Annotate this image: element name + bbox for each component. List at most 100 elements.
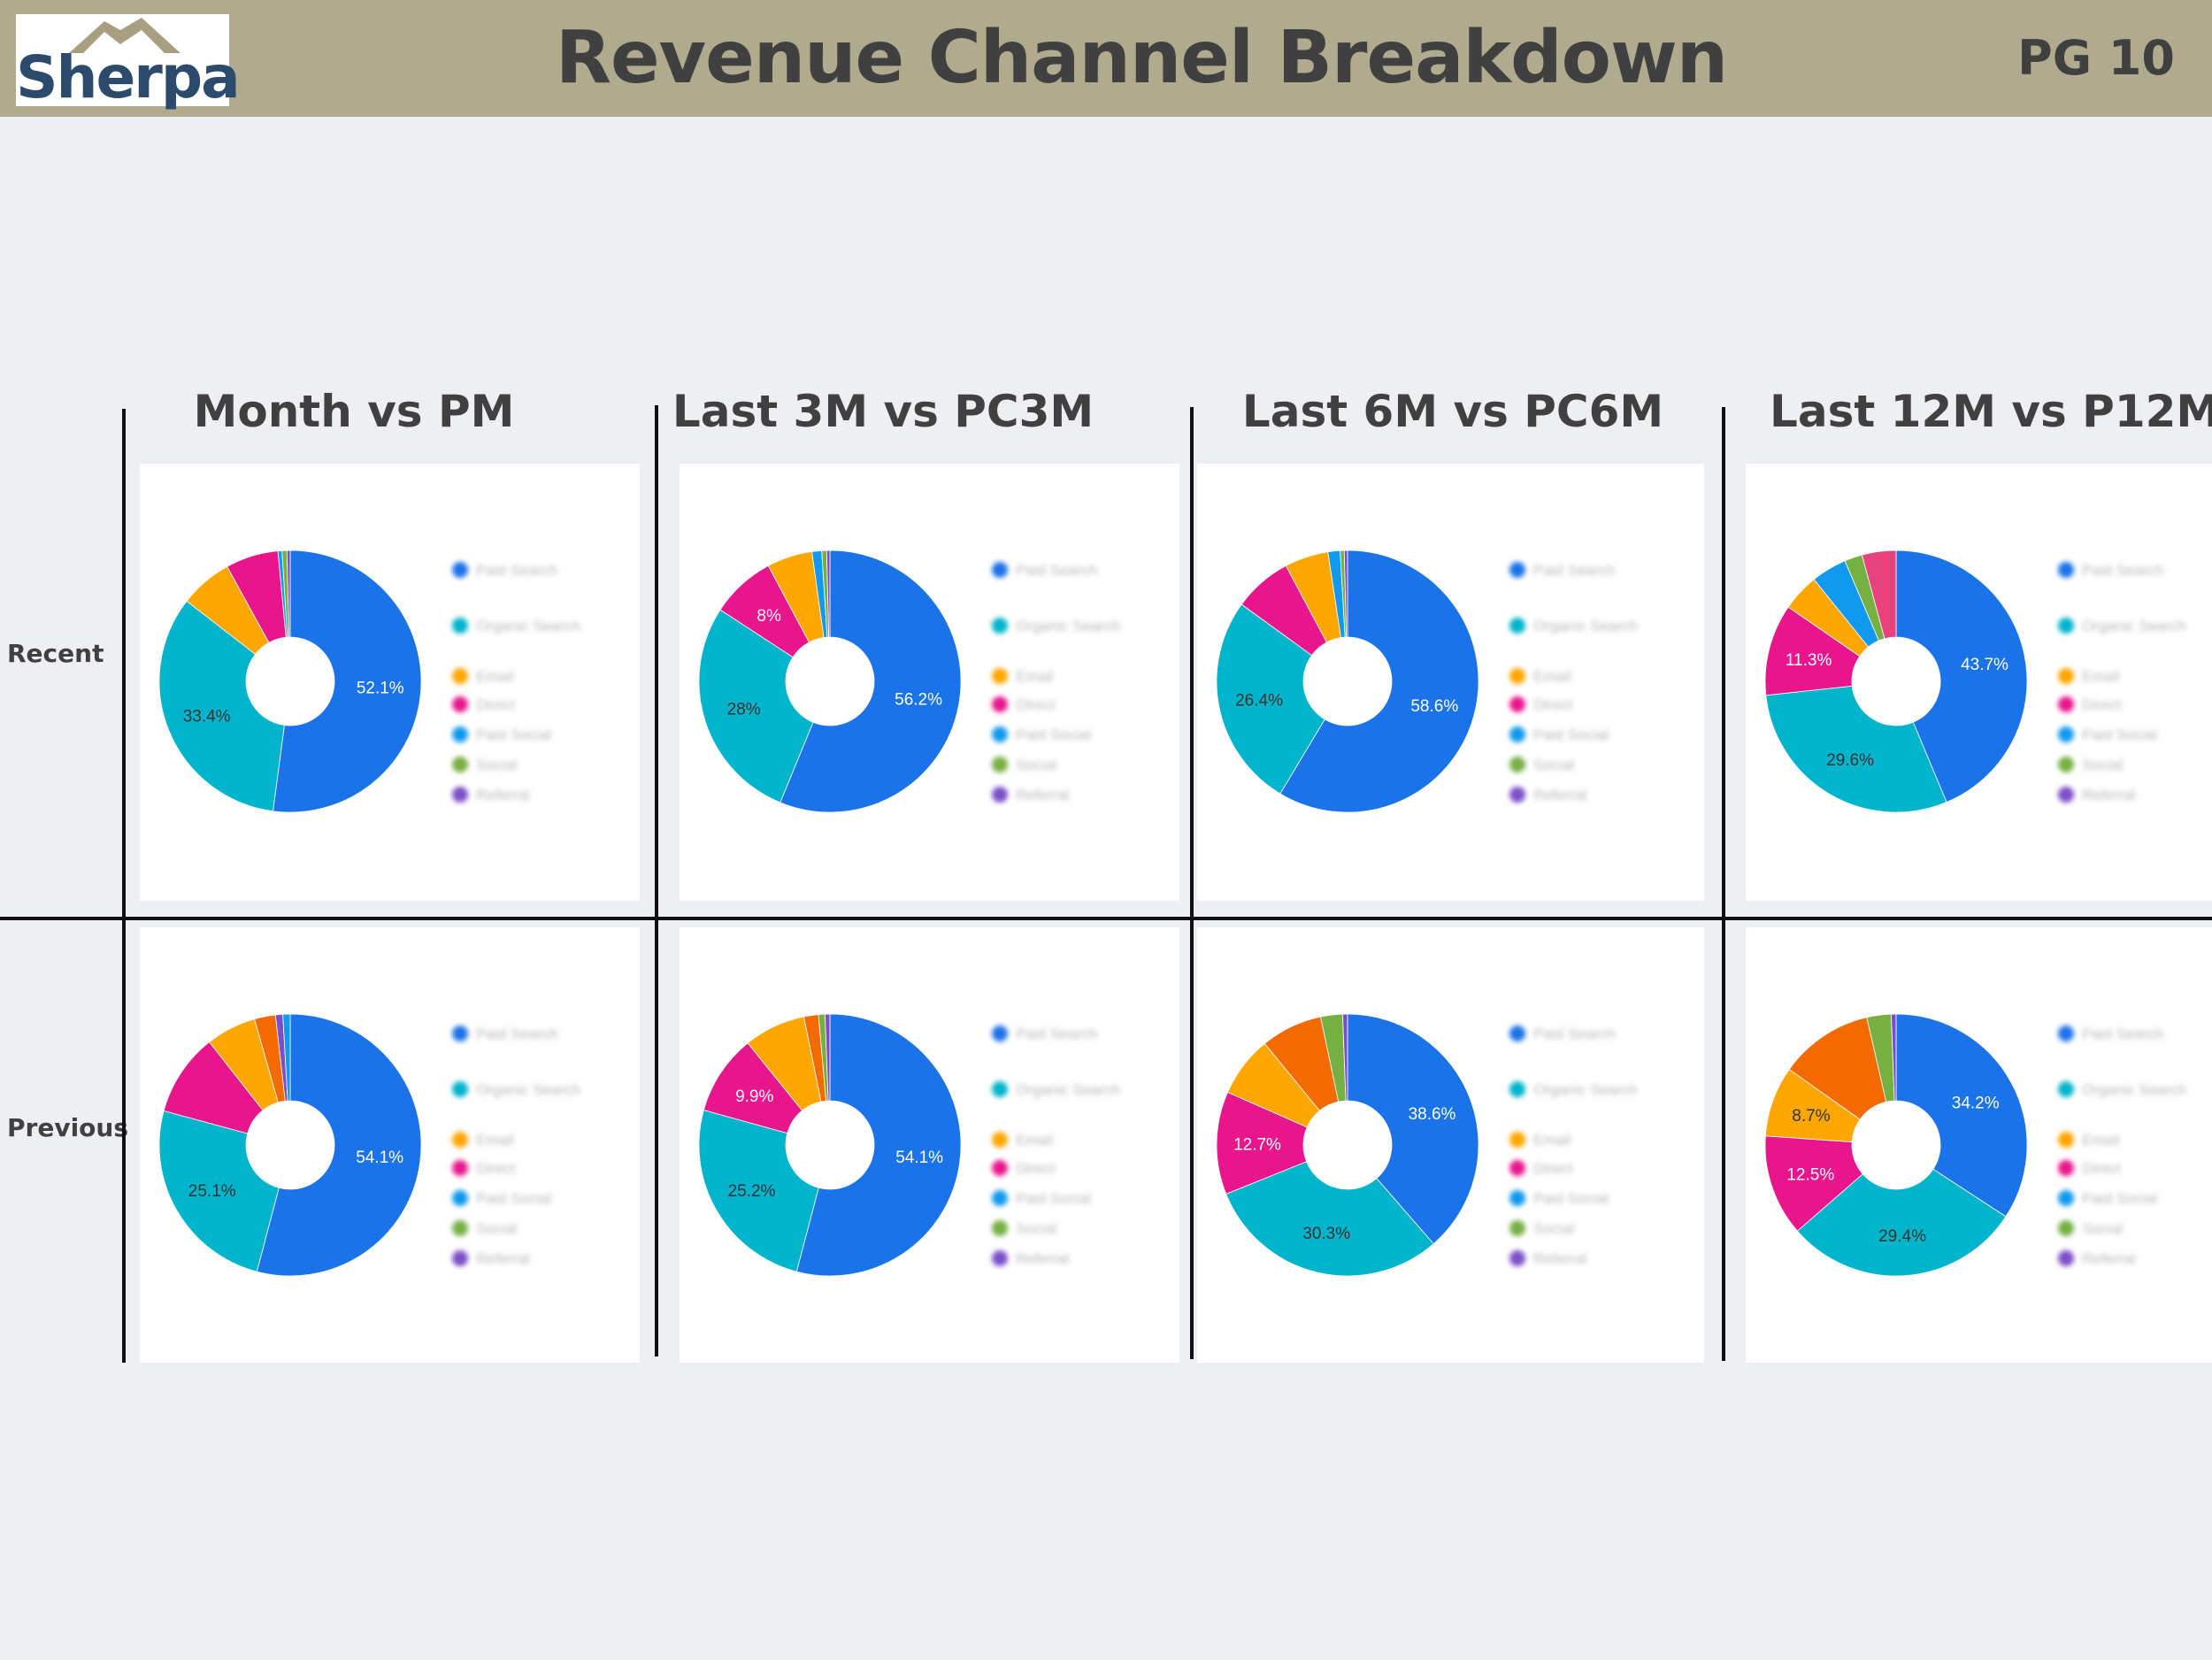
pie-slice-paid-search[interactable]: [1279, 549, 1479, 813]
pie-slice-organic-search[interactable]: [1216, 603, 1325, 795]
legend-marker: [452, 1190, 468, 1206]
pie-slice-paid-social[interactable]: [282, 1013, 291, 1102]
legend-label: Paid Social: [476, 726, 551, 743]
legend-label: Organic Search: [2082, 618, 2186, 634]
pie-slice-referral[interactable]: [826, 549, 831, 638]
chart-legend: Paid Search Organic Search Email Direct Paid…: [452, 1026, 580, 1267]
grid-divider: [655, 405, 658, 1356]
legend-label: Social: [1016, 757, 1056, 773]
grid-divider: [0, 917, 2212, 920]
legend-marker: [452, 1081, 468, 1097]
legend-label: Paid Social: [2082, 1190, 2157, 1207]
pie-slice-organic-search[interactable]: [1796, 1168, 2007, 1277]
chart-panel: 34.2% 29.4% 12.5% 8.7% Paid Search Organic Se…: [1746, 927, 2212, 1363]
legend-marker: [992, 1081, 1008, 1097]
pie-slice-paid-search[interactable]: [1347, 1013, 1479, 1245]
legend-marker: [1509, 696, 1525, 712]
legend-label: Paid Social: [1016, 726, 1091, 743]
legend-marker: [452, 696, 468, 712]
chart-legend: Paid Search Organic Search Email Direct Paid…: [2058, 562, 2186, 803]
legend-marker: [2058, 1160, 2074, 1176]
legend-marker: [1509, 1026, 1525, 1041]
legend-label: Organic Search: [1533, 618, 1638, 634]
pie-slice-organic-search[interactable]: [158, 1110, 280, 1272]
pie-slice-referral[interactable]: [1891, 1013, 1897, 1102]
pie-slice-direct[interactable]: [1216, 1091, 1308, 1195]
pie-slice-other-2[interactable]: [1861, 549, 1897, 640]
legend-marker: [2058, 696, 2074, 712]
pie-slice-paid-search[interactable]: [795, 1013, 962, 1277]
legend-label: Social: [476, 1220, 517, 1237]
legend-label: Email: [2082, 1132, 2120, 1149]
legend-label: Paid Search: [1533, 562, 1616, 579]
data-label: 8%: [757, 607, 781, 626]
pie-slice-referral[interactable]: [825, 1013, 831, 1102]
legend-label: Organic Search: [476, 1081, 580, 1098]
legend-label: Paid Social: [1016, 1190, 1091, 1207]
pie-slice-organic-search[interactable]: [698, 1110, 819, 1272]
pie-slice-paid-search[interactable]: [256, 1013, 422, 1277]
legend-marker: [1509, 1160, 1525, 1176]
chart-legend: Paid Search Organic Search Email Direct Paid…: [2058, 1026, 2186, 1267]
legend-label: Direct: [1016, 696, 1056, 713]
pie-slice-referral[interactable]: [1342, 1013, 1348, 1102]
pie-slice-paid-search[interactable]: [1895, 1013, 2028, 1218]
data-label: 26.4%: [1235, 691, 1283, 710]
legend-label: Social: [2082, 757, 2123, 773]
data-label: 28%: [727, 700, 761, 719]
chart-legend: Paid Search Organic Search Email Direct Paid…: [452, 562, 580, 803]
column-title-6m: Last 6M vs PC6M: [1241, 386, 1664, 437]
chart-panel: 54.1% 25.2% 9.9% Paid Search Organic Search E…: [680, 927, 1179, 1363]
legend-marker: [992, 1132, 1008, 1148]
row-label-previous: Previous: [7, 1113, 129, 1142]
legend-marker: [1509, 1132, 1525, 1148]
legend-label: Referral: [476, 787, 529, 803]
legend-label: Social: [1016, 1220, 1056, 1237]
chart-panel: 52.1% 33.4% Paid Search Organic Search Email…: [140, 464, 640, 901]
data-label: 54.1%: [356, 1149, 403, 1167]
legend-label: Paid Social: [476, 1190, 551, 1207]
legend-label: Email: [1533, 1132, 1571, 1149]
data-label: 33.4%: [183, 708, 231, 726]
data-label: 12.7%: [1233, 1135, 1281, 1154]
legend-label: Direct: [1533, 1160, 1573, 1177]
legend-marker: [452, 787, 468, 803]
pie-slice-referral[interactable]: [1343, 549, 1348, 638]
legend-label: Paid Social: [1533, 726, 1609, 743]
legend-label: Referral: [476, 1250, 529, 1267]
data-label: 29.6%: [1826, 751, 1874, 770]
legend-label: Referral: [1533, 1250, 1586, 1267]
legend-marker: [2058, 1132, 2074, 1148]
pie-slice-organic-search[interactable]: [1765, 685, 1947, 813]
header-bar: Sherpa Revenue Channel Breakdown PG 10: [0, 0, 2212, 117]
legend-label: Paid Search: [2082, 1026, 2164, 1042]
legend-marker: [1509, 618, 1525, 634]
pie-slice-organic-search[interactable]: [1225, 1161, 1434, 1277]
legend-label: Organic Search: [1016, 1081, 1120, 1098]
column-title-12m: Last 12M vs P12M: [1770, 386, 2212, 437]
legend-marker: [2058, 1190, 2074, 1206]
legend-marker: [2058, 562, 2074, 578]
legend-label: Referral: [1016, 787, 1069, 803]
chart-legend: Paid Search Organic Search Email Direct Paid…: [1509, 1026, 1638, 1267]
pie-slice-organic-search[interactable]: [698, 609, 814, 803]
pie-slice-referral[interactable]: [286, 549, 291, 638]
pie-slice-paid-search[interactable]: [1895, 549, 2028, 803]
data-label: 8.7%: [1792, 1107, 1830, 1126]
column-title-month: Month vs PM: [193, 386, 515, 437]
legend-marker: [452, 757, 468, 772]
legend-label: Referral: [2082, 787, 2135, 803]
pie-slice-paid-search[interactable]: [273, 549, 422, 813]
legend-marker: [2058, 1026, 2074, 1041]
mountain-icon: [69, 18, 180, 53]
data-label: 30.3%: [1302, 1225, 1350, 1243]
pie-slice-paid-search[interactable]: [780, 549, 962, 813]
chart-panel: 54.1% 25.1% Paid Search Organic Search Email…: [140, 927, 640, 1363]
grid-divider: [122, 409, 126, 1363]
legend-label: Paid Search: [1016, 562, 1098, 579]
legend-label: Email: [476, 668, 514, 685]
pie-slice-organic-search[interactable]: [158, 600, 285, 812]
chart-panel: 43.7% 29.6% 11.3% Paid Search Organic Search…: [1746, 464, 2212, 901]
pie-slice-direct[interactable]: [1764, 1135, 1863, 1232]
data-label: 56.2%: [895, 691, 942, 710]
